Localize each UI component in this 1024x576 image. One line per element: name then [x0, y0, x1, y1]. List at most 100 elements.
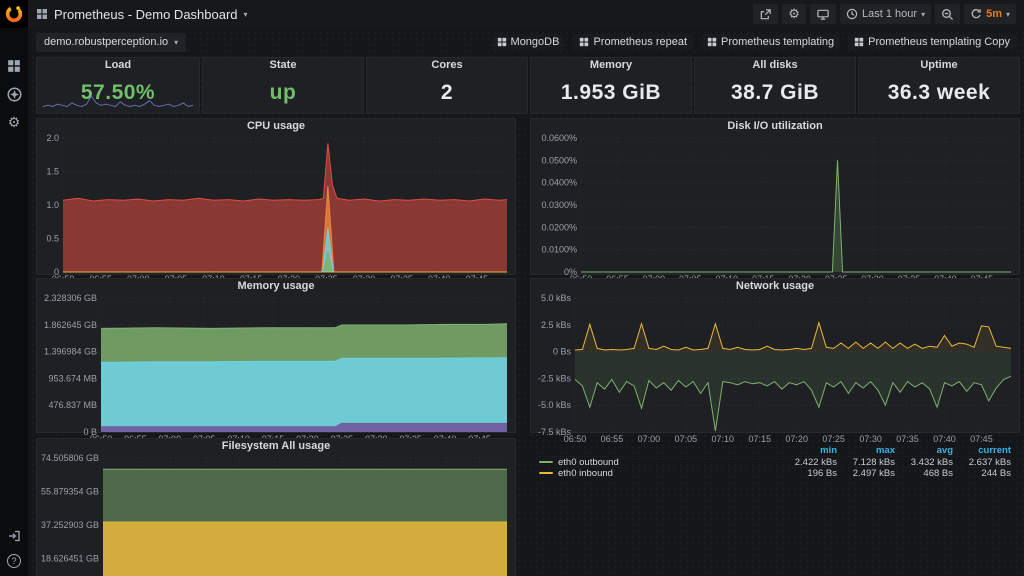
share-button[interactable] — [753, 4, 779, 24]
panel-memory-stat: Memory 1.953 GiB — [530, 57, 692, 114]
stat-value-state: up — [269, 81, 297, 104]
grid-icon — [854, 37, 864, 47]
zoom-out-button[interactable] — [935, 4, 961, 24]
series-name[interactable]: eth0 inbound — [558, 467, 613, 479]
panel-load: Load 57.50% — [36, 57, 200, 114]
svg-text:-2.5 kBs: -2.5 kBs — [538, 373, 572, 383]
dashboard-link-prometheus-templating[interactable]: Prometheus templating — [701, 34, 840, 50]
svg-text:2.0: 2.0 — [46, 134, 59, 143]
configuration-gear-icon[interactable]: ⚙ — [7, 113, 21, 130]
panel-title[interactable]: CPU usage — [246, 120, 306, 132]
panel-title[interactable]: Network usage — [735, 280, 815, 292]
panel-uptime: Uptime 36.3 week — [858, 57, 1020, 114]
chevron-down-icon: ▾ — [1005, 9, 1010, 19]
svg-text:18.626451 GB: 18.626451 GB — [41, 554, 99, 564]
svg-text:2.5 kBs: 2.5 kBs — [541, 320, 572, 330]
grid-icon — [580, 37, 589, 47]
series-value: 468 Bs — [923, 467, 953, 479]
svg-text:0.0300%: 0.0300% — [541, 200, 577, 210]
time-range-picker[interactable]: Last 1 hour ▾ — [840, 4, 932, 24]
disk-io-graph[interactable]: 0% 0.0100% 0.0200% 0.0300% 0.0400% 0.0500% 0.0… — [531, 134, 1019, 284]
svg-text:07:05: 07:05 — [675, 434, 698, 444]
dashboard-link-prometheus-templating-copy[interactable]: Prometheus templating Copy — [848, 34, 1016, 50]
grid-icon — [707, 37, 717, 47]
panel-title[interactable]: Load — [104, 59, 132, 71]
svg-text:953.674 MB: 953.674 MB — [48, 373, 97, 383]
panel-title[interactable]: Filesystem All usage — [221, 440, 331, 452]
legend-col-current[interactable]: current — [978, 445, 1011, 456]
grafana-logo[interactable] — [0, 0, 28, 28]
cycle-view-mode-button[interactable] — [810, 4, 837, 24]
dashboard-link-prometheus-repeat[interactable]: Prometheus repeat — [573, 34, 693, 50]
help-icon[interactable]: ? — [7, 554, 21, 568]
svg-text:0.0500%: 0.0500% — [541, 155, 577, 165]
svg-text:37.252903 GB: 37.252903 GB — [41, 520, 99, 530]
series-value: 2.422 kBs — [794, 456, 837, 468]
svg-text:07:20: 07:20 — [785, 434, 808, 444]
svg-text:07:40: 07:40 — [933, 434, 956, 444]
svg-text:07:30: 07:30 — [859, 434, 882, 444]
panel-all-disks: All disks 38.7 GiB — [694, 57, 856, 114]
series-name[interactable]: eth0 outbound — [558, 456, 619, 468]
legend-col-min[interactable]: min — [820, 445, 837, 456]
svg-text:0.0200%: 0.0200% — [541, 222, 577, 232]
magnifier-minus-icon — [942, 8, 954, 20]
page-title: Prometheus - Demo Dashboard — [54, 6, 238, 22]
series-value: 244 Bs — [981, 467, 1011, 479]
svg-text:0.0600%: 0.0600% — [541, 134, 577, 143]
svg-text:2.328306 GB: 2.328306 GB — [44, 294, 97, 303]
time-range-label: Last 1 hour — [862, 8, 918, 20]
legend-row-eth0-outbound: eth0 outbound 2.422 kBs 7.128 kBs 3.432 kBs… — [539, 456, 1011, 468]
refresh-picker[interactable]: 5m ▾ — [964, 4, 1016, 24]
dashboard-grid-icon — [37, 9, 47, 19]
svg-text:1.5: 1.5 — [46, 167, 59, 177]
explore-compass-icon[interactable] — [6, 86, 22, 102]
dashboard-settings-button[interactable]: ⚙ — [782, 4, 807, 24]
dashboard-submenu: demo.robustperception.io ▾ MongoDB Prome… — [28, 28, 1024, 56]
dashboard-link-label: Prometheus repeat — [593, 36, 688, 48]
panel-title[interactable]: Memory usage — [237, 280, 315, 292]
legend-header: min max avg current — [539, 445, 1011, 456]
dashboards-icon[interactable] — [6, 58, 22, 74]
svg-text:-7.5 kBs: -7.5 kBs — [538, 427, 572, 437]
panel-state: State up — [202, 57, 364, 114]
top-navbar: Prometheus - Demo Dashboard ▾ ⚙ Last 1 h… — [28, 0, 1024, 28]
panel-network-usage: Network usage -7.5 kBs -5.0 kBs -2.5 kBs 0 … — [530, 278, 1020, 479]
panel-title[interactable]: State — [269, 59, 297, 71]
memory-usage-graph[interactable]: 0 B 476.837 MB 953.674 MB 1.396984 GB 1.8626… — [37, 294, 515, 444]
cpu-usage-graph[interactable]: 00.51.01.52.006:5006:5507:0007:0507:1007… — [37, 134, 515, 284]
panel-title[interactable]: Disk I/O utilization — [727, 120, 823, 132]
svg-text:0 Bs: 0 Bs — [553, 347, 572, 357]
dashboard-link-mongodb[interactable]: MongoDB — [491, 34, 566, 50]
monitor-icon — [817, 9, 829, 20]
svg-text:07:00: 07:00 — [638, 434, 661, 444]
legend-col-avg[interactable]: avg — [936, 445, 953, 456]
sign-in-icon[interactable] — [6, 528, 22, 544]
panel-title[interactable]: Memory — [589, 59, 633, 71]
panel-title[interactable]: Uptime — [920, 59, 958, 71]
panel-title[interactable]: Cores — [431, 59, 463, 71]
instance-variable-dropdown[interactable]: demo.robustperception.io ▾ — [36, 32, 187, 52]
panel-title[interactable]: All disks — [752, 59, 798, 71]
svg-text:07:10: 07:10 — [712, 434, 735, 444]
dashboard-link-label: Prometheus templating Copy — [868, 36, 1010, 48]
dashboard-title-dropdown[interactable]: Prometheus - Demo Dashboard ▾ — [36, 7, 248, 22]
share-icon — [760, 8, 771, 19]
stat-value-all-disks: 38.7 GiB — [730, 81, 820, 104]
series-value: 2.497 kBs — [852, 467, 895, 479]
dashboard-links: MongoDB Prometheus repeat Prometheus tem… — [491, 34, 1016, 50]
legend-col-max[interactable]: max — [875, 445, 895, 456]
panel-cores: Cores 2 — [366, 57, 528, 114]
gear-icon: ⚙ — [788, 6, 800, 21]
chevron-down-icon: ▾ — [174, 37, 179, 47]
svg-text:476.837 MB: 476.837 MB — [48, 400, 97, 410]
network-usage-graph[interactable]: -7.5 kBs -5.0 kBs -2.5 kBs 0 Bs 2.5 kBs 5.0 k… — [531, 294, 1019, 444]
refresh-interval-label: 5m — [986, 8, 1002, 20]
svg-text:74.505806 GB: 74.505806 GB — [41, 454, 99, 463]
stat-value-uptime: 36.3 week — [887, 81, 991, 104]
svg-text:0: 0 — [54, 267, 59, 277]
svg-text:07:25: 07:25 — [822, 434, 845, 444]
instance-variable-value: demo.robustperception.io — [44, 36, 169, 48]
